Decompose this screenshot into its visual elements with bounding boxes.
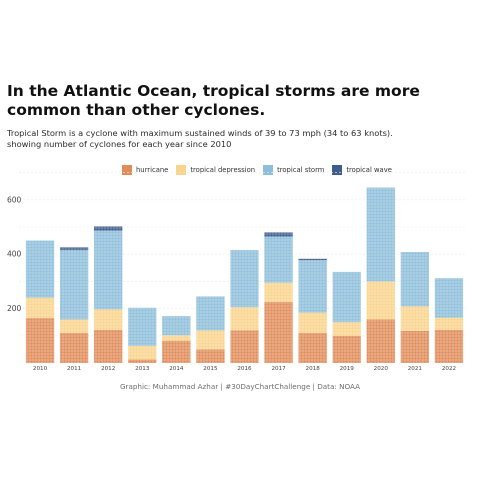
bar-texture [196,330,225,350]
bar-texture [25,297,55,319]
bar-texture [298,333,327,363]
bar-texture [59,247,89,251]
bar-texture [400,252,430,307]
x-tick-label: 2010 [33,366,48,372]
subtitle-line-1: Tropical Storm is a cyclone with maximum… [7,128,393,138]
bar-texture [196,296,225,331]
bar-texture [434,317,464,330]
bar-texture [366,281,395,320]
chart-legend: hurricane tropical depression tropical sto… [122,164,400,176]
x-tick-label: 2021 [408,366,423,372]
bar-texture [230,307,259,331]
x-tick-label: 2011 [67,366,82,372]
bar-texture [94,309,123,330]
bar-texture [298,312,327,334]
bar-texture [264,282,293,302]
bar-texture [366,187,395,282]
y-tick-label: 400 [7,250,22,259]
bar-texture [230,250,259,308]
legend-swatch [176,165,187,175]
x-tick-label: 2018 [306,366,321,372]
bar-texture [162,316,191,336]
bar-texture [366,319,395,363]
bar-texture [332,335,361,363]
x-tick-label: 2022 [442,366,456,372]
x-tick-label: 2012 [101,366,115,372]
bar-texture [25,318,55,363]
bar-texture [264,232,293,237]
bar-texture [59,319,89,334]
y-tick-label: 200 [7,304,22,313]
bar-texture [59,333,89,363]
legend-swatch [332,165,343,175]
bar-texture [298,258,327,261]
bar-texture [128,307,157,346]
bar-texture [332,322,361,336]
legend-item-tropical-wave: tropical wave [332,165,392,175]
x-tick-label: 2020 [374,366,389,372]
bar-texture [94,226,123,231]
legend-label: tropical storm [277,166,325,174]
bars [25,187,464,363]
y-axis-ticks: 200 400 600 [7,195,22,313]
y-tick-label: 600 [7,195,22,204]
x-tick-label: 2013 [135,366,150,372]
legend-label: tropical depression [190,166,256,174]
chart-subtitle: Tropical Storm is a cyclone with maximum… [7,128,477,150]
bar-texture [264,301,293,363]
legend-item-tropical-storm: tropical storm [263,165,324,175]
bar-texture [94,329,123,363]
bar-texture [434,278,464,318]
bar-texture [128,345,157,360]
subtitle-line-2: showing number of cyclones for each year… [7,139,232,149]
bar-texture [25,240,55,298]
bar-texture [264,236,293,283]
bar-texture [400,306,430,331]
x-tick-label: 2015 [203,366,218,372]
chart-title: In the Atlantic Ocean, tropical storms a… [7,82,420,119]
bar-texture [59,250,89,320]
bar-texture [128,359,157,363]
bar-texture [196,349,225,363]
chart-caption: Graphic: Muhammad Azhar | #30DayChartCha… [119,382,361,391]
x-tick-label: 2014 [169,366,184,372]
x-axis-ticks: 2010 2011 2012 2013 2014 2015 2016 2017 2018 2019… [33,366,456,372]
legend-label: hurricane [136,166,169,174]
x-tick-label: 2017 [271,366,286,372]
legend-item-hurricane: hurricane [122,165,168,175]
legend-label: tropical wave [346,166,392,174]
bar-texture [434,329,464,363]
x-tick-label: 2016 [237,366,252,372]
bar-texture [230,330,259,363]
legend-swatch [122,165,132,175]
x-tick-label: 2019 [340,366,355,372]
bar-texture [162,335,191,341]
bar-texture [332,271,361,323]
legend-swatch [263,165,274,175]
bar-texture [400,330,430,363]
bar-texture [162,340,191,363]
bar-texture [298,260,327,313]
legend-item-tropical-depression: tropical depression [176,165,255,175]
bar-texture [94,230,123,310]
